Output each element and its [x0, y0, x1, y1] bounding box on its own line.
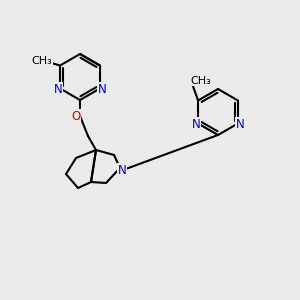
Text: N: N [236, 118, 244, 131]
Text: CH₃: CH₃ [32, 56, 52, 65]
Text: N: N [192, 118, 200, 131]
Text: O: O [71, 110, 81, 122]
Text: CH₃: CH₃ [191, 76, 212, 85]
Text: N: N [98, 83, 106, 96]
Text: N: N [118, 164, 126, 176]
Text: N: N [54, 83, 62, 96]
